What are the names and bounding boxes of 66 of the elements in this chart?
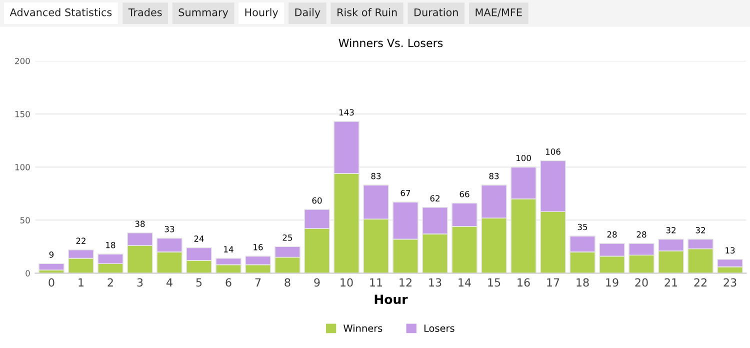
x-tick-label: 9 <box>314 278 320 287</box>
x-tick-label: 14 <box>458 278 471 286</box>
x-tick-label: 7 <box>255 278 261 286</box>
x-tick-label: 19 <box>606 278 618 287</box>
text: Hourly <box>245 8 278 18</box>
y-tick-label: 100 <box>15 164 30 170</box>
x-tick-label: 23 <box>724 278 736 287</box>
x-tick-label: 11 <box>370 278 382 286</box>
x-tick-label: 10 <box>340 278 353 287</box>
total-label: 22 <box>76 238 86 244</box>
text: Daily <box>295 8 320 18</box>
x-tick-label: 8 <box>284 278 290 287</box>
chart-title: Winners Vs. Losers <box>338 38 443 48</box>
legend-label: Losers <box>424 324 454 332</box>
text: Trades <box>128 8 162 16</box>
total-label: 38 <box>135 220 145 227</box>
total-label: 35 <box>578 224 588 230</box>
text: MAE/MFE <box>476 8 522 18</box>
total-label: 13 <box>726 247 735 254</box>
total-label: 16 <box>254 244 263 250</box>
x-tick-label: 12 <box>400 278 412 286</box>
total-label: 25 <box>282 234 292 241</box>
x-axis-title: Hour <box>374 294 408 304</box>
x-tick-label: 1 <box>78 278 84 286</box>
total-label: 66 <box>460 190 470 198</box>
x-tick-label: 5 <box>196 278 202 287</box>
total-label: 100 <box>516 154 531 162</box>
total-label: 32 <box>666 227 676 234</box>
total-label: 62 <box>430 195 440 202</box>
x-tick-label: 3 <box>137 278 143 287</box>
total-label: 143 <box>339 109 354 116</box>
x-tick-label: 0 <box>48 278 54 287</box>
x-tick-label: 20 <box>635 278 648 287</box>
total-label: 14 <box>224 246 234 252</box>
total-label: 18 <box>106 242 116 248</box>
total-label: 83 <box>371 172 381 180</box>
total-label: 9 <box>49 251 54 258</box>
total-label: 28 <box>607 231 617 238</box>
x-tick-label: 15 <box>488 278 500 287</box>
total-label: 32 <box>696 227 705 234</box>
x-tick-label: 18 <box>576 278 589 287</box>
y-tick-label: 150 <box>15 110 30 118</box>
bar <box>38 263 64 270</box>
text: Summary <box>178 8 228 18</box>
total-label: 28 <box>636 231 646 238</box>
x-tick-label: 22 <box>694 278 706 286</box>
x-tick-label: 4 <box>166 278 172 286</box>
x-tick-label: 16 <box>518 278 530 287</box>
x-tick-label: 6 <box>226 278 232 287</box>
y-tick-label: 50 <box>20 217 30 224</box>
text: Advanced Statistics <box>10 8 112 16</box>
x-tick-label: 17 <box>547 278 560 286</box>
y-tick-label: 0 <box>26 270 30 276</box>
y-tick-label: 200 <box>15 58 30 64</box>
text: Duration <box>414 8 458 16</box>
total-label: 67 <box>400 190 410 196</box>
total-label: 24 <box>194 236 204 242</box>
x-tick-label: 13 <box>429 278 442 287</box>
x-tick-label: 2 <box>108 278 113 286</box>
total-label: 106 <box>546 148 560 155</box>
legend-label: Winners <box>344 324 382 332</box>
total-label: 83 <box>489 172 499 180</box>
text: Risk of Ruin <box>338 8 397 16</box>
x-tick-label: 21 <box>664 278 678 286</box>
total-label: 33 <box>164 226 174 232</box>
total-label: 60 <box>312 197 322 204</box>
